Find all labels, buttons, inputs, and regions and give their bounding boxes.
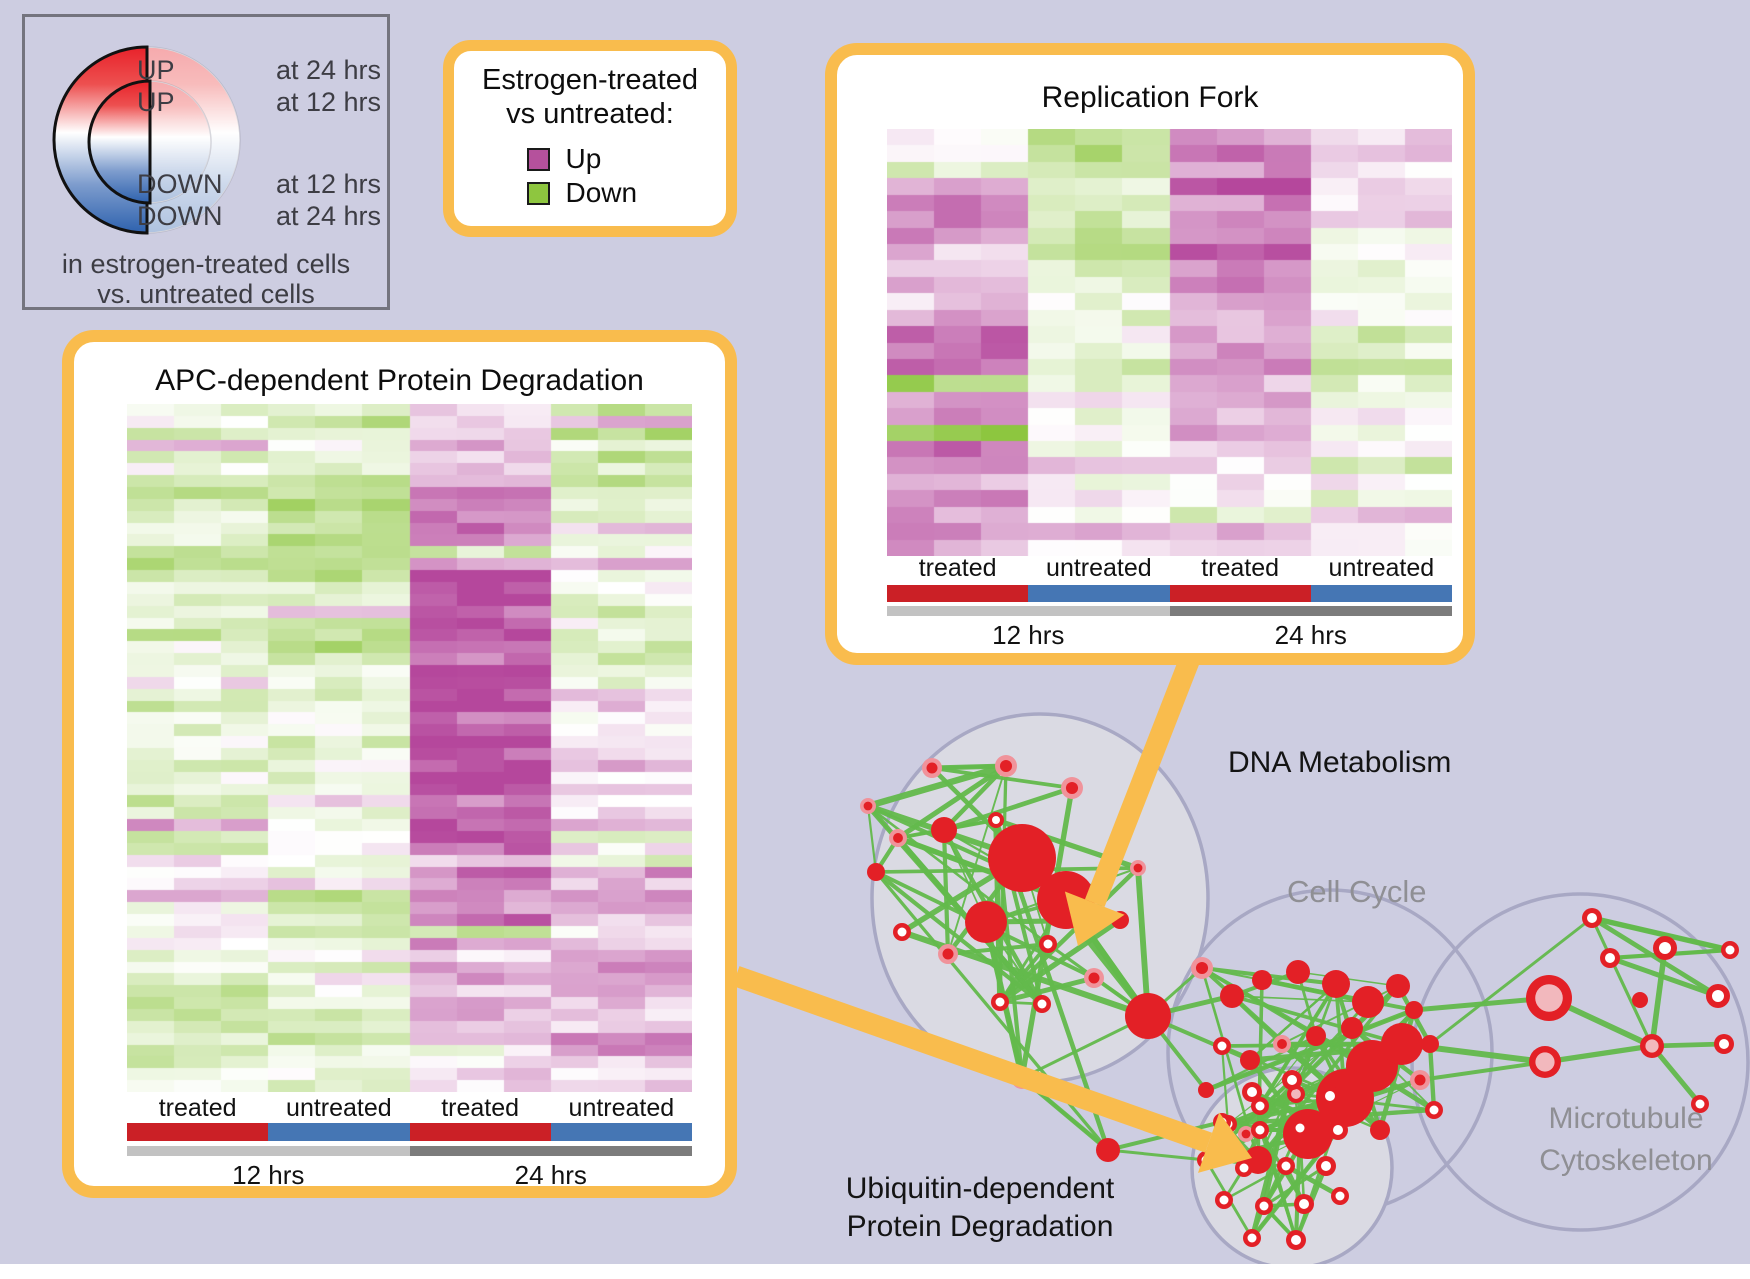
group-label: untreated <box>1046 554 1152 582</box>
cell-cycle-label: Cell Cycle <box>1287 874 1427 909</box>
estrogen-legend: Estrogen-treated vs untreated: Up Down <box>443 40 737 237</box>
microtubule-cytoskeleton-label: Microtubule Cytoskeleton <box>1476 1098 1750 1182</box>
down-swatch <box>526 181 550 205</box>
time-color-bar <box>887 606 1452 616</box>
group-label: treated <box>441 1094 520 1122</box>
replication-panel-title: Replication Fork <box>1041 81 1259 114</box>
group-label: treated <box>158 1094 237 1122</box>
group-label: untreated <box>1328 554 1435 582</box>
dir-label: DOWN <box>137 201 223 231</box>
untreated-bar-segment <box>268 1123 410 1141</box>
microtubule-label-line1: Microtubule <box>1548 1102 1704 1135</box>
bar-12hrs <box>887 606 1170 616</box>
estrogen-legend-title: Estrogen-treated vs untreated: <box>454 63 726 131</box>
time-label-24hrs: 24 hrs <box>1274 620 1347 650</box>
treated-bar-segment <box>1169 585 1311 602</box>
replication-heatmap <box>887 129 1452 556</box>
bar-24hrs <box>1169 606 1452 616</box>
dir-label: UP <box>137 87 175 117</box>
time-label: at 24 hrs <box>275 55 381 85</box>
microtubule-label-line2: Cytoskeleton <box>1539 1144 1713 1177</box>
figure-bottom-margin <box>0 1264 1750 1279</box>
apc-heatmap <box>127 404 692 1092</box>
replication-time-labels: 12 hrs 24 hrs <box>887 620 1452 651</box>
updown-circle-glyph <box>52 45 241 235</box>
treatment-color-bar <box>887 585 1452 602</box>
time-label-12hrs: 12 hrs <box>992 620 1065 650</box>
up-label: Up <box>565 143 602 174</box>
time-label-12hrs: 12 hrs <box>232 1160 305 1190</box>
apc-time-labels: 12 hrs 24 hrs <box>127 1160 692 1191</box>
group-label: untreated <box>568 1094 675 1122</box>
treated-bar-segment <box>887 585 1029 602</box>
group-label: treated <box>918 554 997 582</box>
ubiquitin-label-line2: Protein Degradation <box>846 1210 1114 1243</box>
treatment-color-bar <box>127 1123 692 1141</box>
treated-bar-segment <box>127 1123 269 1141</box>
untreated-bar-segment <box>550 1123 692 1141</box>
group-label: treated <box>1201 554 1280 582</box>
legend-item-up: Up <box>454 143 726 175</box>
down-label: Down <box>565 177 638 208</box>
updown-row: UP at 12 hrs <box>137 87 381 117</box>
dna-metabolism-label: DNA Metabolism <box>1228 746 1452 779</box>
replication-fork-panel: Replication Fork treated untreated treat… <box>825 43 1475 665</box>
time-label: at 12 hrs <box>275 87 381 117</box>
apc-panel-title: APC-dependent Protein Degradation <box>155 364 644 397</box>
bar-12hrs <box>127 1146 410 1156</box>
updown-row: UP at 24 hrs <box>137 55 381 85</box>
time-label-24hrs: 24 hrs <box>514 1160 587 1190</box>
untreated-bar-segment <box>1028 585 1170 602</box>
updown-row: DOWN at 12 hrs <box>137 169 381 199</box>
time-label: at 24 hrs <box>275 201 381 231</box>
updown-row: DOWN at 24 hrs <box>137 201 381 231</box>
estrogen-title-line1: Estrogen-treated <box>481 64 698 96</box>
time-color-bar <box>127 1146 692 1156</box>
dir-label: UP <box>137 55 175 85</box>
apc-group-labels: treated untreated treated untreated <box>127 1094 692 1123</box>
apc-panel: APC-dependent Protein Degradation treate… <box>62 330 737 1198</box>
legend-item-down: Down <box>454 177 726 209</box>
dir-label: DOWN <box>137 169 223 199</box>
updown-legend: UP at 24 hrs UP at 12 hrs DOWN at 12 hrs… <box>22 14 390 310</box>
ubiquitin-label-line1: Ubiquitin-dependent <box>845 1172 1115 1205</box>
ubiquitin-label: Ubiquitin-dependent Protein Degradation <box>830 1170 1130 1246</box>
bar-24hrs <box>409 1146 692 1156</box>
treated-bar-segment <box>409 1123 551 1141</box>
updown-footer-line2: vs. untreated cells <box>97 279 315 309</box>
updown-footer-line1: in estrogen-treated cells <box>61 249 351 279</box>
estrogen-title-line2: vs untreated: <box>506 98 674 130</box>
time-label: at 12 hrs <box>275 169 381 199</box>
group-label: untreated <box>286 1094 392 1122</box>
replication-group-labels: treated untreated treated untreated <box>887 554 1452 583</box>
up-swatch <box>526 147 550 171</box>
untreated-bar-segment <box>1310 585 1452 602</box>
